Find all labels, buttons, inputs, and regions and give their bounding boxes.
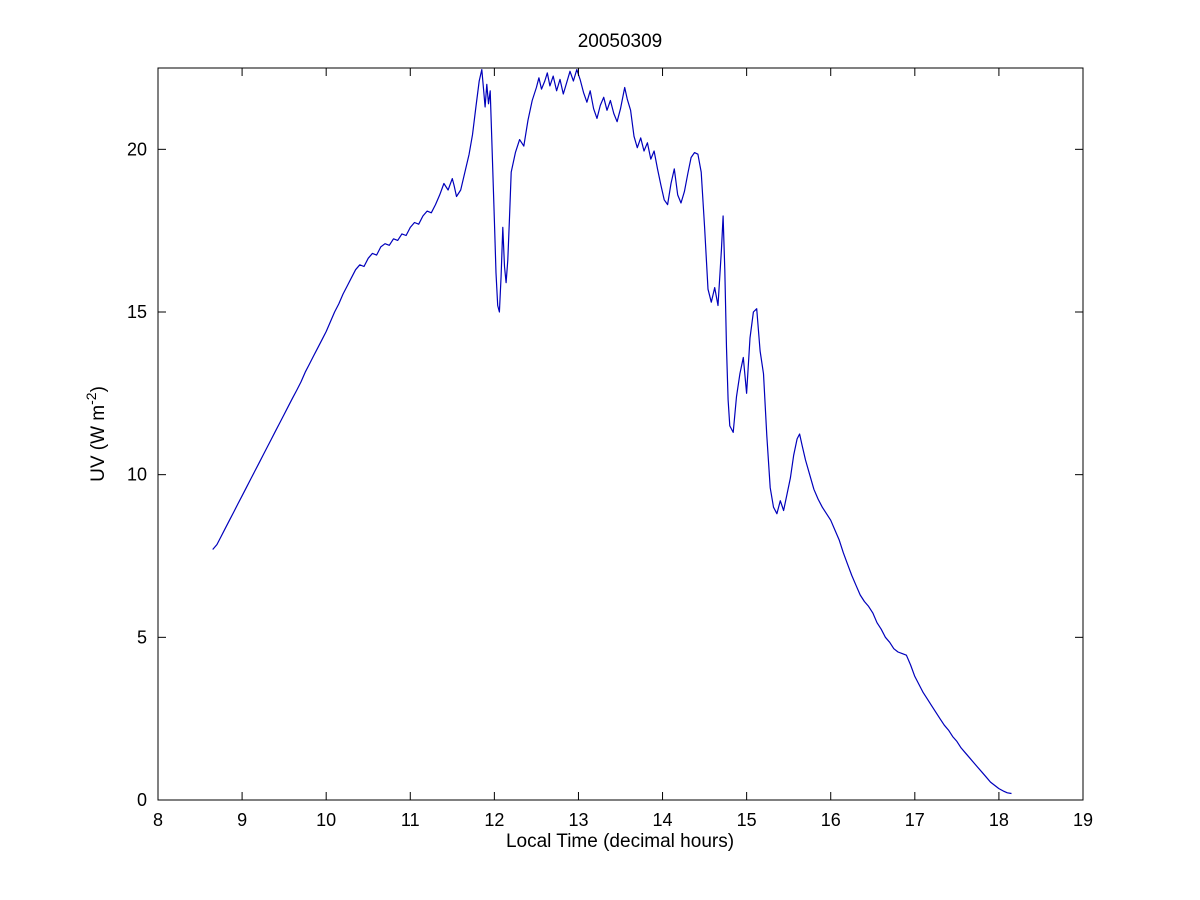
y-tick-label: 0 — [137, 790, 147, 810]
x-tick-label: 10 — [316, 810, 336, 830]
x-tick-label: 11 — [401, 810, 420, 830]
series-group — [212, 68, 1012, 795]
x-tick-label: 9 — [237, 810, 247, 830]
x-tick-label: 19 — [1073, 810, 1093, 830]
y-axis-label-main: UV (W m — [88, 405, 109, 482]
plot-background — [158, 68, 1083, 800]
y-tick-label: 5 — [137, 627, 147, 647]
y-tick-label: 20 — [127, 139, 147, 159]
y-axis-label-superscript: -2 — [83, 392, 99, 405]
chart-title: 20050309 — [578, 31, 663, 52]
y-tick-label: 10 — [127, 465, 147, 485]
tick-labels-group: 8 9 10 11 12 13 14 15 16 17 18 19 0 5 10 15 20 — [127, 139, 1093, 830]
x-tick-label: 12 — [484, 810, 504, 830]
axes-box — [157, 67, 1084, 801]
x-tick-label: 8 — [153, 810, 163, 830]
y-axis-label-close: ) — [88, 386, 109, 392]
x-tick-label: 17 — [905, 810, 925, 830]
x-tick-label: 15 — [737, 810, 757, 830]
x-tick-label: 18 — [989, 810, 1009, 830]
x-axis-label: Local Time (decimal hours) — [506, 831, 734, 852]
x-tick-label: 13 — [568, 810, 588, 830]
y-tick-label: 15 — [127, 302, 147, 322]
x-tick-label: 14 — [653, 810, 673, 830]
ticks-group — [157, 68, 1084, 801]
y-axis-label: UV (W m-2) — [83, 386, 109, 482]
uv-series-line — [212, 68, 1012, 795]
x-tick-label: 16 — [821, 810, 841, 830]
